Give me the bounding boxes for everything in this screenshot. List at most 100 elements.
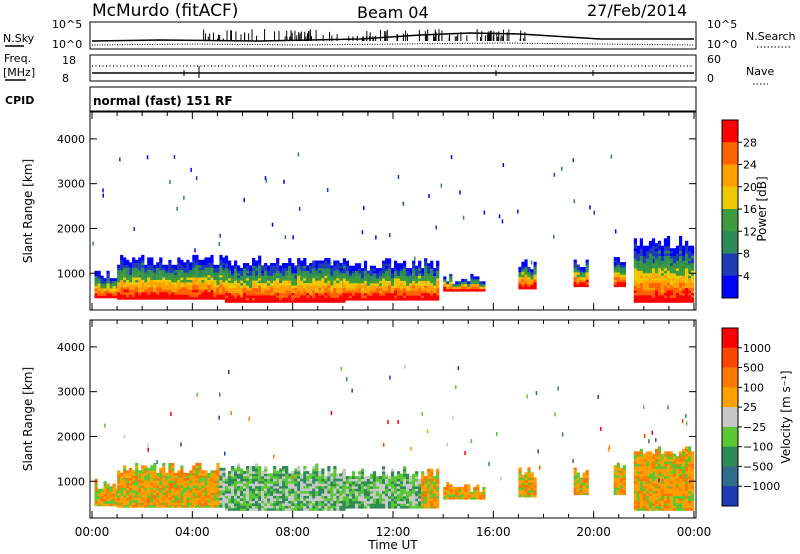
echo-cell xyxy=(579,487,583,491)
echo-cell xyxy=(412,483,416,487)
echo-cell xyxy=(654,295,659,298)
echo-cell xyxy=(345,297,349,301)
echo-cell xyxy=(135,482,139,486)
echo-cell xyxy=(297,507,301,511)
echo-cell xyxy=(219,267,223,271)
echo-cell xyxy=(585,281,589,285)
echo-cell xyxy=(409,488,413,492)
echo-cell xyxy=(333,290,337,293)
echo-cell xyxy=(421,287,425,291)
nsearch-tick-top: 10^5 xyxy=(707,18,737,31)
echo-cell xyxy=(348,495,353,499)
echo-cell xyxy=(388,268,392,271)
echo-cell xyxy=(648,272,653,276)
echo-cell xyxy=(228,490,232,494)
echo-cell xyxy=(582,489,586,493)
echo-cell xyxy=(619,274,623,278)
echo-cell xyxy=(195,504,199,508)
echo-cell xyxy=(252,282,256,286)
echo-cell xyxy=(312,287,316,291)
echo-cell xyxy=(330,505,334,509)
echo-cell xyxy=(216,291,220,295)
echo-cell xyxy=(651,265,656,269)
echo-cell xyxy=(141,277,145,280)
echo-cell xyxy=(639,280,643,284)
echo-cell xyxy=(473,283,477,287)
echo-cell xyxy=(306,277,310,281)
echo-cell xyxy=(273,275,277,279)
echo-cell xyxy=(112,491,116,494)
echo-cell xyxy=(585,482,589,486)
echo-cell xyxy=(336,260,340,264)
echo-cell xyxy=(682,263,686,266)
echo-cell xyxy=(282,299,286,303)
echo-cell xyxy=(573,484,577,488)
echo-cell xyxy=(321,292,325,296)
echo-cell xyxy=(141,504,145,508)
echo-cell xyxy=(315,290,319,293)
echo-cell xyxy=(207,277,211,280)
echo-cell xyxy=(400,490,404,494)
echo-cell xyxy=(285,500,289,504)
echo-cell xyxy=(388,285,392,289)
echo-cell xyxy=(189,499,193,503)
echo-cell xyxy=(228,473,232,477)
echo-cell xyxy=(379,481,383,484)
echo-cell xyxy=(195,480,199,483)
echo-cell xyxy=(330,295,334,298)
echo-cell xyxy=(430,295,434,299)
echo-cell xyxy=(651,456,656,460)
echo-cell xyxy=(303,500,307,504)
echo-cell xyxy=(616,264,620,268)
echo-speckle xyxy=(402,201,405,206)
echo-cell xyxy=(156,284,160,288)
echo-cell xyxy=(258,500,262,504)
echo-cell xyxy=(288,277,292,281)
echo-cell xyxy=(112,295,116,299)
echo-cell xyxy=(415,503,419,507)
echo-cell xyxy=(660,290,665,293)
echo-cell xyxy=(633,483,637,487)
echo-cell xyxy=(363,295,368,299)
echo-cell xyxy=(147,477,151,481)
echo-cell xyxy=(177,279,181,283)
echo-cell xyxy=(243,475,247,479)
echo-cell xyxy=(452,489,456,493)
echo-cell xyxy=(318,493,322,496)
echo-cell xyxy=(117,269,121,273)
echo-cell xyxy=(213,294,217,298)
echo-cell xyxy=(201,470,205,474)
echo-cell xyxy=(210,485,214,488)
echo-cell xyxy=(171,269,175,273)
echo-cell xyxy=(306,282,310,286)
echo-cell xyxy=(391,278,395,281)
echo-cell xyxy=(291,280,295,284)
echo-cell xyxy=(648,280,653,284)
echo-cell xyxy=(379,295,383,299)
echo-cell xyxy=(270,498,274,501)
echo-cell xyxy=(318,507,322,511)
echo-cell xyxy=(369,287,374,291)
echo-cell xyxy=(318,480,322,484)
echo-cell xyxy=(207,259,211,263)
echo-cell xyxy=(282,507,286,511)
echo-cell xyxy=(433,483,437,487)
echo-cell xyxy=(409,278,413,281)
echo-cell xyxy=(406,287,410,291)
echo-speckle xyxy=(190,271,193,276)
echo-cell xyxy=(234,480,238,484)
echo-cell xyxy=(651,458,656,462)
echo-cell xyxy=(309,299,313,303)
echo-cell xyxy=(165,487,169,491)
echo-cell xyxy=(636,292,640,296)
echo-cell xyxy=(633,507,637,511)
echo-cell xyxy=(679,270,683,274)
echo-cell xyxy=(648,299,653,303)
echo-cell xyxy=(204,291,208,295)
echo-cell xyxy=(273,493,277,496)
echo-cell xyxy=(576,489,580,493)
echo-cell xyxy=(237,485,241,489)
echo-cell xyxy=(261,475,265,479)
echo-cell xyxy=(195,254,199,258)
echo-cell xyxy=(216,480,220,483)
